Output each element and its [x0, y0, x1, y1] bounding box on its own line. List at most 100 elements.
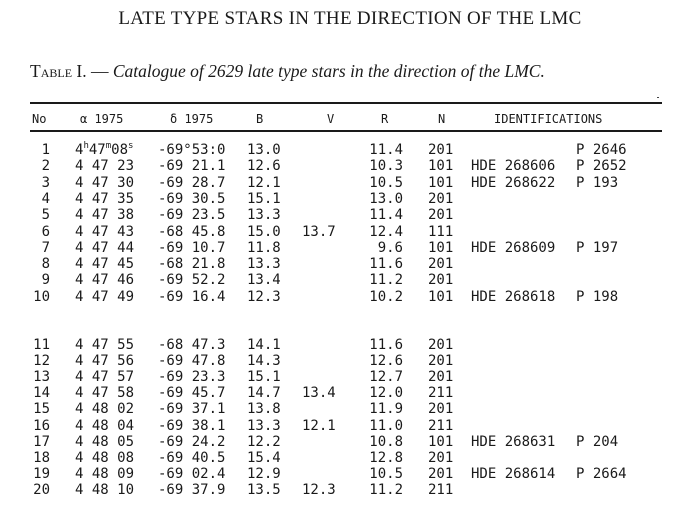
cell-n: 201 [428, 337, 454, 353]
cell-r: 11.2 [369, 272, 403, 289]
cell-ra: 4 47 58 [75, 385, 135, 402]
cell-b: 15.1 [247, 369, 281, 386]
cell-no: 12 [33, 353, 50, 370]
header-b: B [256, 112, 264, 126]
cell-p: P 198 [576, 288, 619, 305]
cell-dec: -69 47.8 [158, 353, 226, 370]
cell-r: 13.0 [369, 190, 403, 207]
cell-n: 201 [428, 401, 454, 418]
cell-ra: 4 48 09 [75, 465, 135, 482]
cell-no: 5 [41, 207, 50, 224]
cell-dec: -69 10.7 [158, 239, 226, 256]
cell-ra: 4 47 30 [75, 174, 135, 191]
cell-n: 201 [428, 449, 454, 466]
cell-hde: HDE 268614 [471, 465, 556, 482]
header-v: V [327, 112, 335, 126]
cell-b: 12.2 [247, 433, 281, 450]
cell-b: 13.4 [247, 272, 281, 289]
cell-dec: -69 02.4 [158, 465, 226, 482]
cell-ra: 4 47 44 [75, 239, 135, 256]
cell-ra: 4h47m08s [75, 141, 155, 159]
cell-ra: 4 47 23 [75, 158, 135, 175]
cell-b: 13.3 [247, 417, 281, 434]
cell-dec: -68 45.8 [158, 223, 226, 240]
cell-dec: -68 47.3 [158, 337, 226, 353]
cell-ra: 4 47 49 [75, 288, 135, 305]
cell-no: 18 [33, 449, 50, 466]
ra-seconds: 08 [111, 142, 128, 158]
cell-r: 12.6 [369, 353, 403, 370]
ra-hours-unit: h [83, 141, 89, 151]
cell-no: 2 [41, 158, 50, 175]
cell-dec: -69 37.1 [158, 401, 226, 418]
cell-r: 12.8 [369, 449, 403, 466]
cell-dec: -69 28.7 [158, 174, 226, 191]
cell-r: 10.2 [369, 288, 403, 305]
page-title: LATE TYPE STARS IN THE DIRECTION OF THE … [118, 8, 582, 29]
cell-n: 111 [428, 223, 454, 240]
cell-r: 12.4 [369, 223, 403, 240]
cell-p: P 2664 [576, 465, 627, 482]
cell-hde: HDE 268622 [471, 174, 556, 191]
cell-p: P 193 [576, 174, 619, 191]
cell-dec: -69 21.1 [158, 158, 226, 175]
cell-dec: -69 23.5 [158, 207, 226, 224]
cell-no: 13 [33, 369, 50, 386]
cell-dec: -68 21.8 [158, 256, 226, 273]
cell-dec: -69 45.7 [158, 385, 226, 402]
cell-dec: -69°53:0 [158, 142, 226, 158]
cell-n: 101 [428, 239, 454, 256]
cell-b: 14.7 [247, 385, 281, 402]
cell-ra: 4 47 35 [75, 190, 135, 207]
header-dec: δ 1975 [170, 112, 214, 126]
table-caption-text: Catalogue of 2629 late type stars in the… [112, 61, 545, 81]
cell-n: 211 [428, 385, 454, 402]
cell-r: 9.6 [377, 239, 403, 256]
header-identifications: IDENTIFICATIONS [494, 112, 603, 126]
cell-p: P 2652 [576, 158, 627, 175]
cell-b: 13.3 [247, 256, 281, 273]
cell-ra: 4 47 38 [75, 207, 135, 224]
cell-b: 15.4 [247, 449, 281, 466]
cell-no: 9 [41, 272, 50, 289]
cell-n: 201 [428, 353, 454, 370]
cell-ra: 4 48 05 [75, 433, 135, 450]
cell-n: 201 [428, 142, 454, 158]
cell-r: 11.4 [369, 142, 403, 158]
cell-b: 13.3 [247, 207, 281, 224]
cell-ra: 4 47 57 [75, 369, 135, 386]
cell-n: 201 [428, 369, 454, 386]
cell-n: 211 [428, 481, 454, 498]
cell-r: 11.6 [369, 337, 403, 353]
cell-r: 11.0 [369, 417, 403, 434]
cell-n: 201 [428, 256, 454, 273]
cell-no: 7 [41, 239, 50, 256]
cell-ra: 4 47 55 [75, 337, 135, 353]
cell-hde: HDE 268606 [471, 158, 556, 175]
cell-dec: -69 40.5 [158, 449, 226, 466]
cell-b: 13.5 [247, 481, 281, 498]
cell-r: 10.3 [369, 158, 403, 175]
cell-r: 11.6 [369, 256, 403, 273]
cell-ra: 4 47 46 [75, 272, 135, 289]
cell-n: 101 [428, 158, 454, 175]
cell-n: 201 [428, 207, 454, 224]
cell-b: 15.1 [247, 190, 281, 207]
cell-ra: 4 48 02 [75, 401, 135, 418]
cell-r: 11.4 [369, 207, 403, 224]
cell-r: 10.5 [369, 465, 403, 482]
table-top-rule [30, 102, 662, 104]
cell-b: 11.8 [247, 239, 281, 256]
header-ra: α 1975 [80, 112, 124, 126]
ra-minutes-unit: m [105, 141, 112, 151]
cell-r: 12.0 [369, 385, 403, 402]
header-n: N [438, 112, 446, 126]
cell-r: 12.7 [369, 369, 403, 386]
cell-v: 13.4 [302, 385, 336, 402]
header-no: No [32, 112, 47, 126]
cell-b: 14.1 [247, 337, 281, 353]
cell-no: 20 [33, 481, 50, 498]
cell-dec: -69 37.9 [158, 481, 226, 498]
cell-b: 13.0 [247, 142, 281, 158]
cell-no: 3 [41, 174, 50, 191]
